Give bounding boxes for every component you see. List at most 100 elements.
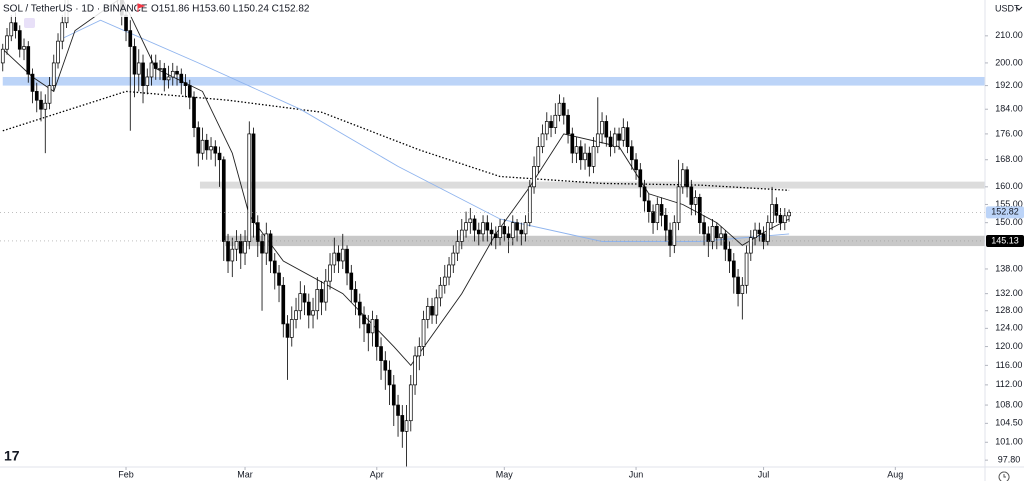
- candle-body: [723, 233, 728, 250]
- candle-body: [340, 248, 345, 262]
- candle-body: [600, 121, 604, 135]
- x-tick-label: Jul: [758, 469, 770, 479]
- candle-body: [574, 146, 579, 154]
- zone: [199, 181, 985, 189]
- candle-body: [540, 133, 545, 148]
- candle-body: [268, 233, 273, 262]
- candle-body: [655, 204, 660, 224]
- candle-body: [566, 114, 570, 135]
- candle-body: [595, 133, 600, 148]
- candle-body: [544, 121, 549, 135]
- candle-body: [311, 310, 315, 316]
- currency-label: USDT: [995, 3, 1020, 13]
- candle-body: [587, 152, 592, 167]
- candle-body: [166, 76, 171, 81]
- candle-body: [43, 102, 48, 110]
- candle-body: [740, 284, 745, 294]
- y-tick-label: 120.00: [995, 341, 1023, 351]
- candle-body: [434, 297, 439, 316]
- candle-body: [396, 404, 400, 416]
- price-label-box: [986, 206, 1024, 219]
- candle-body: [676, 186, 681, 224]
- candle-body: [349, 272, 354, 290]
- candle-body: [209, 146, 213, 151]
- candle-body: [532, 166, 536, 188]
- y-tick-label: 176.00: [995, 128, 1023, 138]
- dropdown-icon[interactable]: [1015, 6, 1023, 11]
- price-label-box: [986, 234, 1024, 247]
- candle-body: [60, 22, 65, 42]
- candle-body: [132, 46, 137, 75]
- candle-body: [651, 211, 655, 224]
- candle-body: [706, 233, 711, 242]
- candle-body: [357, 301, 362, 316]
- candle-body: [170, 70, 175, 78]
- candle-body: [408, 384, 413, 422]
- candle-body: [757, 229, 762, 235]
- candle-body: [281, 284, 286, 325]
- candle-body: [124, 14, 128, 31]
- candle-body: [608, 136, 613, 148]
- candle-body: [141, 62, 145, 86]
- ohlc-text: O151.86 H153.60 L150.24 C152.82: [151, 4, 310, 15]
- candle-body: [187, 85, 192, 98]
- candle-body: [680, 169, 685, 188]
- candle-body: [774, 204, 779, 216]
- candle-body: [719, 233, 723, 239]
- candle-body: [502, 226, 507, 235]
- candle-body: [672, 222, 677, 246]
- candle-body: [778, 214, 783, 224]
- candle-body: [217, 152, 222, 161]
- candle-body: [128, 30, 133, 47]
- candle-body: [583, 152, 587, 161]
- y-tick-label: 138.00: [995, 263, 1023, 273]
- candle-body: [196, 127, 201, 154]
- zone: [225, 235, 985, 247]
- candle-body: [727, 248, 732, 262]
- candle-body: [634, 159, 638, 171]
- price-label: 145.13: [991, 235, 1019, 245]
- candle-body: [200, 139, 205, 154]
- candle-body: [485, 222, 490, 231]
- candle-body: [366, 323, 371, 334]
- candle-body: [553, 114, 558, 128]
- candle-body: [404, 420, 409, 432]
- candle-body: [192, 96, 196, 128]
- candle-body: [353, 289, 358, 303]
- candle-body: [400, 415, 405, 432]
- candle-body: [591, 146, 596, 167]
- candle-body: [472, 218, 477, 231]
- candle-body: [243, 241, 247, 254]
- y-tick-label: 210.00: [995, 30, 1023, 40]
- candle-body: [430, 306, 434, 316]
- candle-body: [468, 218, 473, 224]
- candle-body: [149, 62, 154, 78]
- symbol-title: SOL / TetherUS · 1D · BINANCE: [3, 4, 148, 15]
- candle-body: [689, 186, 694, 205]
- y-tick-label: 101.00: [995, 437, 1023, 447]
- price-label: 152.82: [991, 207, 1019, 217]
- candle-body: [685, 169, 689, 188]
- candle-body: [226, 241, 230, 262]
- candle-body: [464, 222, 468, 231]
- candle-body: [617, 133, 621, 141]
- candle-body: [659, 204, 664, 216]
- candle-body: [30, 73, 35, 92]
- candle-body: [731, 260, 736, 278]
- candle-body: [179, 73, 184, 84]
- candle-body: [383, 360, 388, 371]
- candle-body: [748, 237, 753, 254]
- candle-body: [264, 233, 269, 254]
- candle-body: [336, 252, 341, 262]
- y-tick-label: 168.00: [995, 154, 1023, 164]
- candle-body: [158, 68, 162, 70]
- candle-body: [306, 301, 311, 316]
- candle-body: [782, 215, 787, 224]
- candle-body: [761, 233, 766, 242]
- candle-body: [702, 222, 706, 235]
- header-bg: [0, 0, 300, 17]
- y-tick-label: 124.00: [995, 323, 1023, 333]
- settings-icon[interactable]: [998, 471, 1010, 481]
- candle-body: [438, 284, 443, 299]
- candle-body: [442, 276, 447, 286]
